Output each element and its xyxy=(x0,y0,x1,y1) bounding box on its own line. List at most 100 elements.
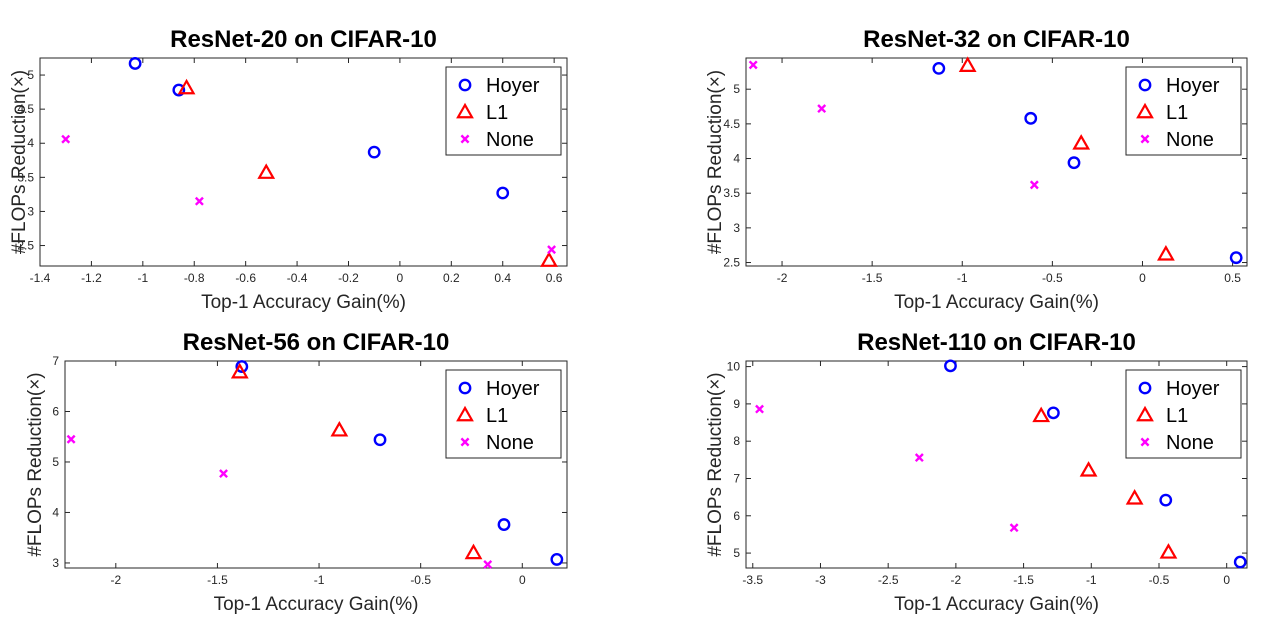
x-tick-label: -0.2 xyxy=(338,271,359,285)
legend-marker-hoyer xyxy=(458,78,472,92)
data-point-none xyxy=(755,404,764,414)
data-point-l1 xyxy=(1032,406,1051,423)
axes-box xyxy=(745,360,1248,569)
x-tick-label: -1 xyxy=(314,573,325,587)
data-point-hoyer xyxy=(235,360,249,373)
y-tick-label: 10 xyxy=(727,360,741,374)
data-point-hoyer xyxy=(1229,251,1243,265)
y-tick-label: 4.5 xyxy=(17,102,34,116)
y-tick-label: 3.5 xyxy=(17,170,34,184)
data-point-hoyer xyxy=(172,83,186,97)
x-tick-label: -1 xyxy=(137,271,148,285)
legend-marker-hoyer xyxy=(458,381,472,395)
legend-marker-hoyer xyxy=(1138,78,1152,92)
y-tick-label: 5 xyxy=(733,546,740,560)
y-tick-label: 2.5 xyxy=(17,239,34,253)
x-tick-label: 0.6 xyxy=(546,271,563,285)
x-tick-label: -2.5 xyxy=(878,573,899,587)
series-l1 xyxy=(230,362,483,560)
data-point-hoyer xyxy=(1159,493,1173,507)
y-tick-label: 6 xyxy=(733,509,740,523)
y-axis-label: #FLOPs Reduction(×) xyxy=(705,70,726,254)
x-tick-label: -1.5 xyxy=(207,573,228,587)
legend: Hoyer L1 None xyxy=(445,369,562,459)
legend-marker-l1 xyxy=(456,405,474,422)
x-tick-label: 0 xyxy=(519,573,526,587)
series-l1 xyxy=(1032,406,1178,559)
series-none xyxy=(755,404,1019,533)
data-point-l1 xyxy=(1079,461,1098,477)
legend-label: None xyxy=(486,129,534,151)
legend-marker-none xyxy=(460,437,470,447)
data-point-l1 xyxy=(958,56,977,72)
legend-label: L1 xyxy=(1166,102,1188,124)
legend-label: L1 xyxy=(486,102,508,124)
legend: Hoyer L1 None xyxy=(1125,369,1242,459)
data-point-hoyer xyxy=(497,518,511,531)
data-point-none xyxy=(914,453,924,463)
data-point-l1 xyxy=(330,420,349,437)
x-axis-label: Top-1 Accuracy Gain(%) xyxy=(214,594,419,615)
data-point-hoyer xyxy=(496,186,510,200)
x-tick-label: -2 xyxy=(110,573,121,587)
chart-title: ResNet-20 on CIFAR-10 xyxy=(170,26,437,53)
series-hoyer xyxy=(235,360,564,566)
axes-box xyxy=(39,57,568,267)
x-tick-label: 0 xyxy=(1139,271,1146,285)
x-tick-label: -1.5 xyxy=(1013,573,1034,587)
legend-label: None xyxy=(1166,129,1214,151)
data-point-none xyxy=(194,196,204,206)
legend: Hoyer L1 None xyxy=(1125,66,1242,156)
legend: Hoyer L1 None xyxy=(445,66,562,156)
x-axis-label: Top-1 Accuracy Gain(%) xyxy=(201,292,406,313)
data-point-none xyxy=(817,104,827,114)
x-tick-label: 0.4 xyxy=(494,271,511,285)
legend-marker-hoyer xyxy=(1138,381,1152,395)
x-tick-label: -0.8 xyxy=(184,271,205,285)
y-tick-label: 6 xyxy=(52,404,59,418)
x-tick-label: -0.5 xyxy=(1042,271,1063,285)
y-axis-label: #FLOPs Reduction(×) xyxy=(9,70,30,254)
data-point-none xyxy=(219,469,228,479)
y-tick-label: 4 xyxy=(27,136,34,150)
data-point-hoyer xyxy=(932,62,946,75)
data-point-l1 xyxy=(230,362,249,379)
series-l1 xyxy=(958,56,1175,261)
y-tick-label: 3 xyxy=(52,556,59,570)
legend-label: Hoyer xyxy=(486,378,540,400)
data-point-none xyxy=(61,134,71,144)
x-tick-label: -1 xyxy=(957,271,968,285)
data-point-l1 xyxy=(464,543,483,560)
x-tick-label: 0.5 xyxy=(1224,271,1241,285)
legend-label: Hoyer xyxy=(486,75,540,97)
y-axis-label: #FLOPs Reduction(×) xyxy=(705,372,726,556)
x-axis-label: Top-1 Accuracy Gain(%) xyxy=(894,594,1099,615)
x-tick-label: -3 xyxy=(815,573,826,587)
axes-box xyxy=(64,360,568,569)
y-tick-label: 4 xyxy=(733,152,740,166)
data-point-hoyer xyxy=(1046,406,1060,420)
y-tick-label: 4.5 xyxy=(723,117,740,131)
y-tick-label: 8 xyxy=(733,434,740,448)
y-axis-label: #FLOPs Reduction(×) xyxy=(25,372,46,556)
series-none xyxy=(66,434,493,569)
chart-title: ResNet-110 on CIFAR-10 xyxy=(857,329,1136,356)
x-tick-label: -2 xyxy=(777,271,788,285)
x-tick-label: -0.5 xyxy=(410,573,431,587)
legend-label: L1 xyxy=(486,405,508,427)
data-point-l1 xyxy=(257,163,276,179)
legend-marker-none xyxy=(1140,134,1150,144)
data-point-none xyxy=(1029,180,1039,190)
x-tick-label: -1.4 xyxy=(30,271,51,285)
data-point-hoyer xyxy=(944,359,957,373)
x-tick-label: -1.2 xyxy=(81,271,102,285)
y-tick-label: 9 xyxy=(733,397,740,411)
y-tick-label: 5 xyxy=(27,68,34,82)
data-point-l1 xyxy=(540,251,558,267)
x-tick-label: -0.5 xyxy=(1149,573,1170,587)
x-tick-label: 0.2 xyxy=(443,271,460,285)
data-point-none xyxy=(547,245,557,255)
data-point-hoyer xyxy=(128,57,142,70)
data-point-none xyxy=(748,60,758,70)
